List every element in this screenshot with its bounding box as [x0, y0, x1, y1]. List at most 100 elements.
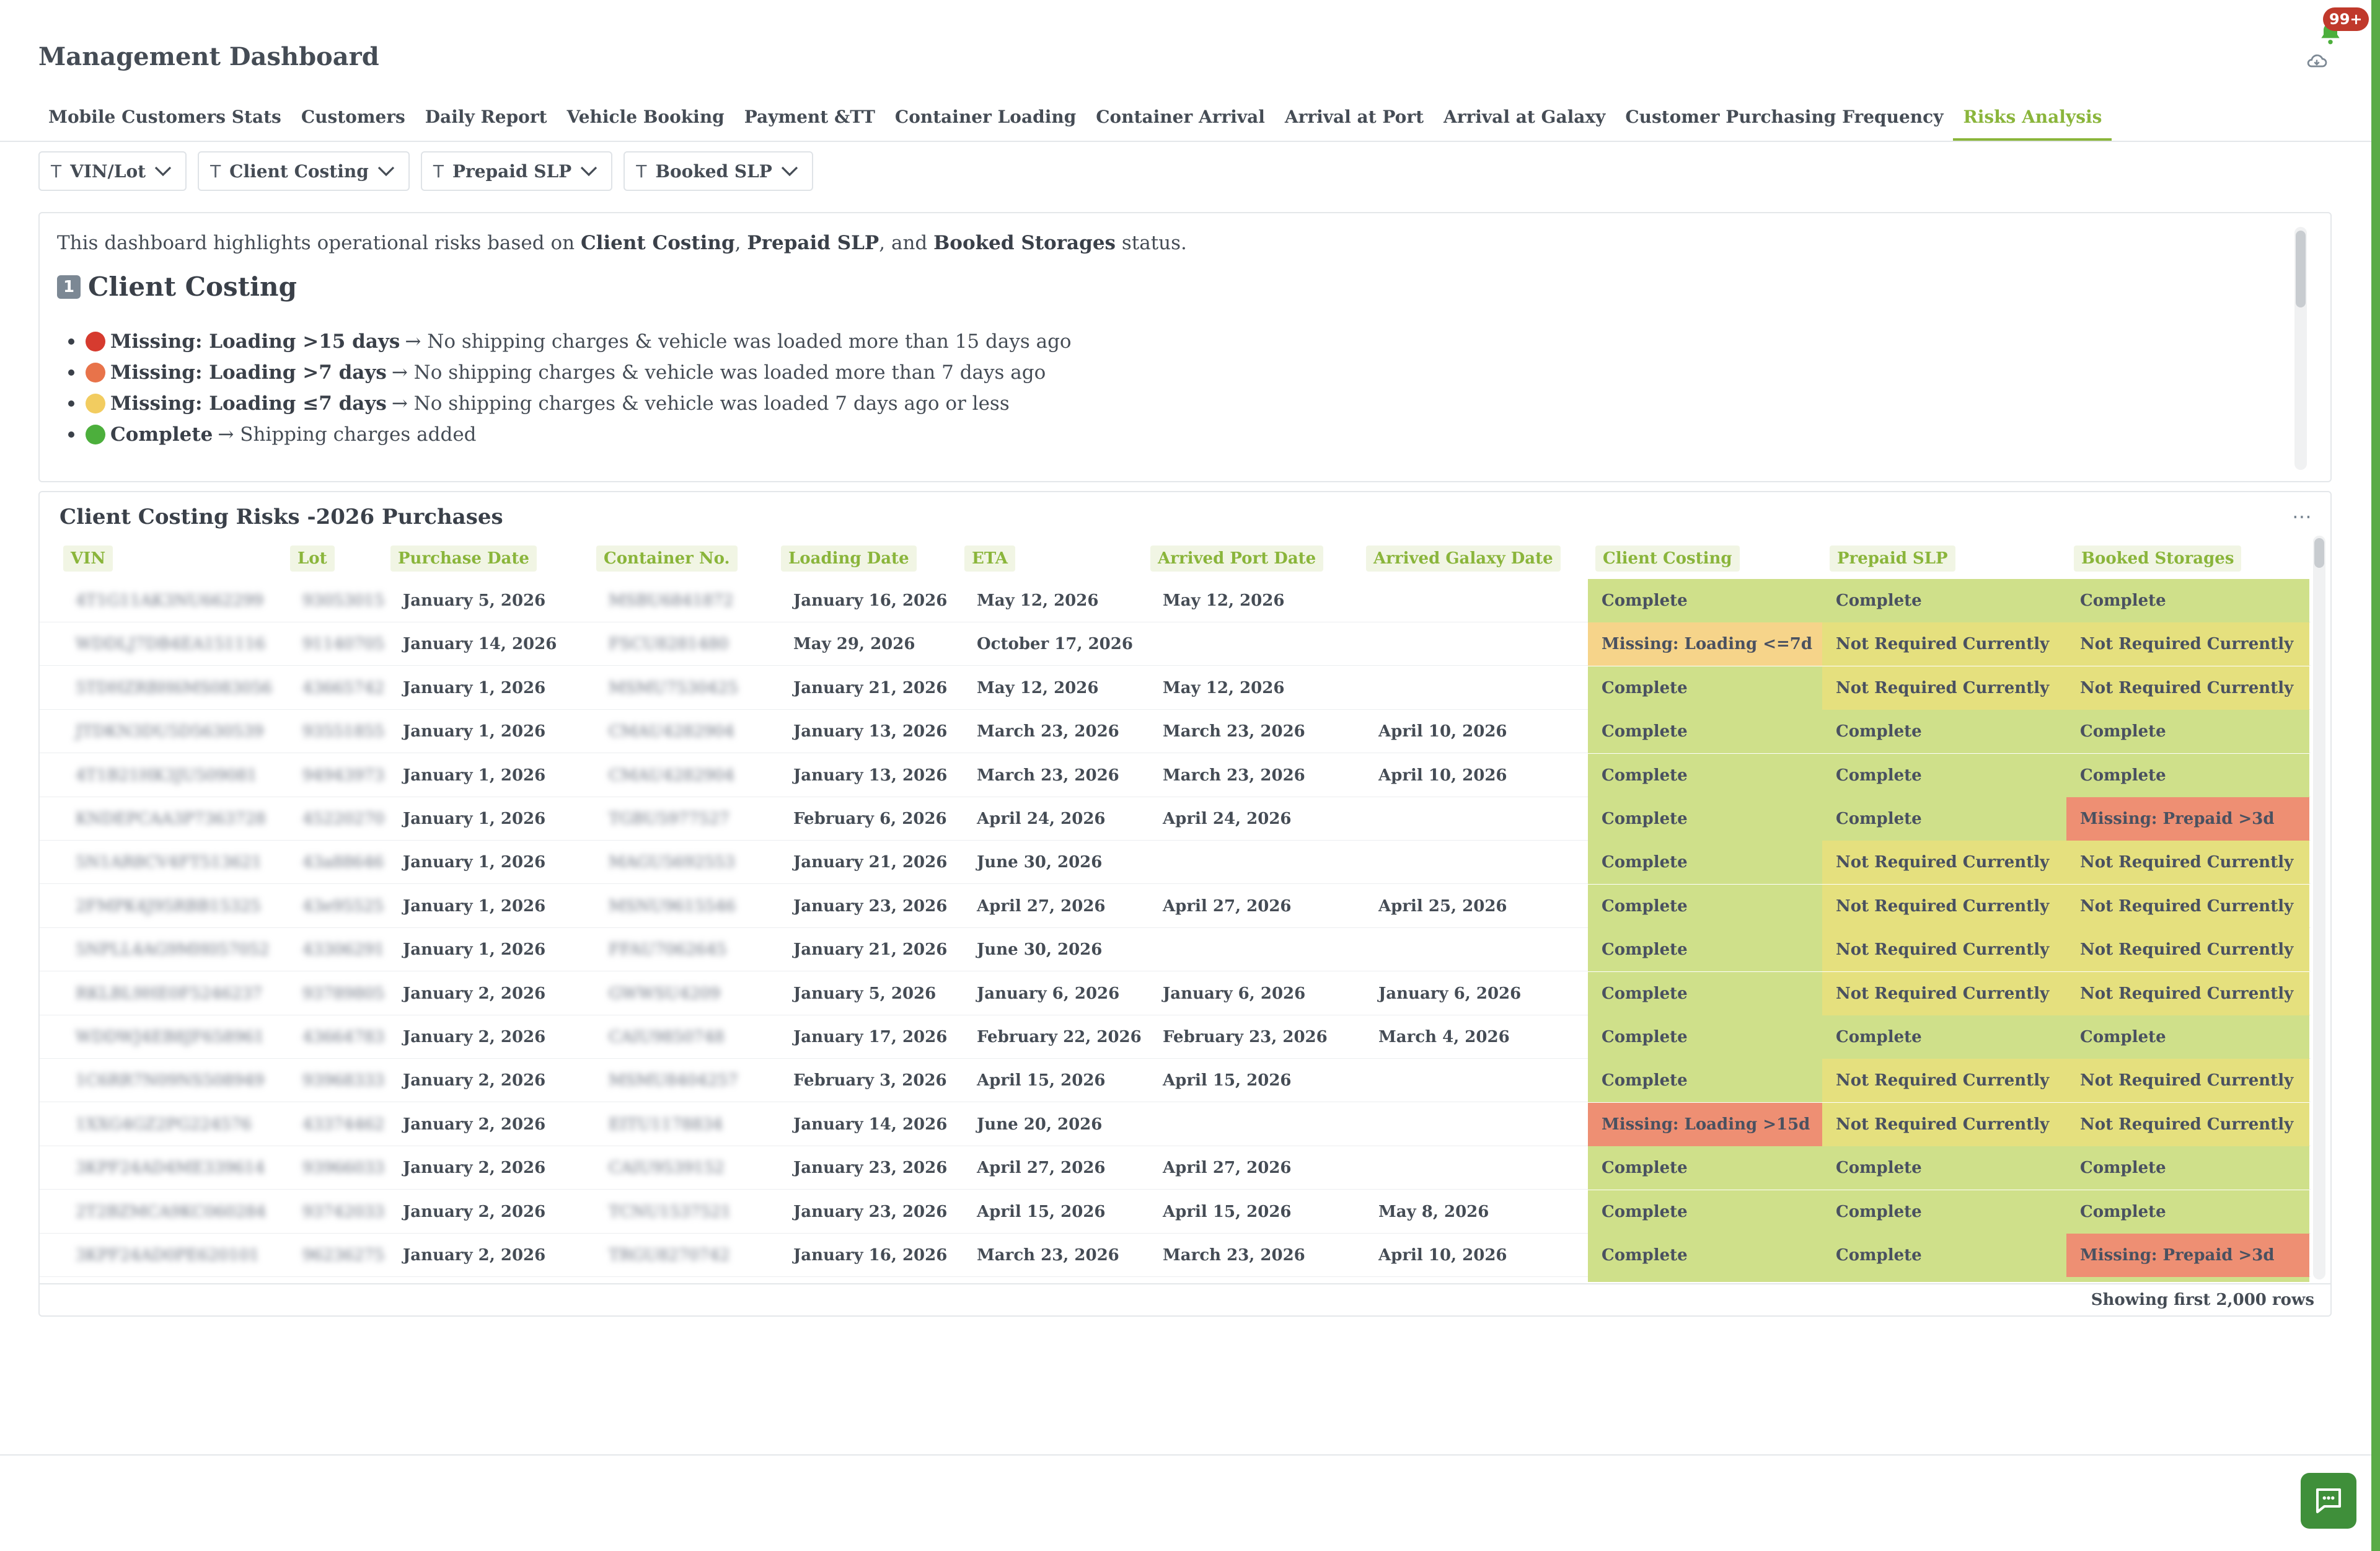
legend-description: → Shipping charges added	[218, 423, 477, 446]
tab-container-loading[interactable]: Container Loading	[894, 107, 1077, 127]
cell-purchase-date: January 5, 2026	[403, 591, 546, 610]
cell-arrived-port-date: May 12, 2026	[1163, 679, 1285, 697]
cell-arrived-galaxy-date: April 10, 2026	[1378, 1246, 1507, 1265]
filter-vin-lot[interactable]: T VIN/Lot	[38, 151, 187, 191]
column-header-prepaid-slp[interactable]: Prepaid SLP	[1830, 546, 1955, 572]
cell-eta: April 24, 2026	[977, 810, 1106, 828]
table-row[interactable]: RKLBL9HE0F5246237 93789805 January 2, 2026…	[40, 972, 2311, 1015]
cell-eta: April 15, 2026	[977, 1203, 1106, 1221]
table-row[interactable]: 3KPF24AD0PE620101 96236275 January 2, 2026…	[40, 1234, 2311, 1277]
table-row[interactable]: 3KPF24AD4ME339614 93966033 January 2, 2026…	[40, 1146, 2311, 1190]
cell-purchase-date: January 2, 2026	[403, 1071, 546, 1090]
status-cell-client-costing: Complete	[1588, 885, 1822, 928]
table-row[interactable]: JTDKN3DU5D5630539 93551855 January 1, 2026…	[40, 710, 2311, 753]
filter-booked-slp[interactable]: T Booked SLP	[624, 151, 813, 191]
status-cell-booked-storages: Complete	[2066, 710, 2309, 753]
status-cell-booked-storages: Complete	[2066, 754, 2309, 797]
table-row[interactable]: 2FMPK4J95RBB15325 43e95525 January 1, 2026…	[40, 885, 2311, 928]
column-header-booked-storages[interactable]: Booked Storages	[2074, 546, 2242, 572]
cell-loading-date: January 5, 2026	[793, 984, 937, 1003]
table-scroll-thumb[interactable]	[2314, 538, 2324, 568]
table-row[interactable]: 1C6RR7N09NS508949 93968333 January 2, 2026…	[40, 1059, 2311, 1102]
table-footer: Showing first 2,000 rows	[40, 1283, 2330, 1315]
status-cell-booked-storages: Not Required Currently	[2066, 622, 2309, 666]
tab-customers[interactable]: Customers	[301, 107, 405, 127]
table-row[interactable]: 4T1B21HK3JU509081 94943973 January 1, 2026…	[40, 754, 2311, 797]
filter-client-costing[interactable]: T Client Costing	[198, 151, 410, 191]
status-cell-booked-storages: Not Required Currently	[2066, 1103, 2309, 1146]
tab-arrival-at-port[interactable]: Arrival at Port	[1284, 107, 1424, 127]
panel-scroll-thumb[interactable]	[2296, 231, 2306, 307]
cell-arrived-galaxy-date: May 8, 2026	[1378, 1203, 1489, 1221]
column-header-container-no[interactable]: Container No.	[596, 546, 738, 572]
tab-container-arrival[interactable]: Container Arrival	[1096, 107, 1265, 127]
column-header-arrived-port-date[interactable]: Arrived Port Date	[1150, 546, 1324, 572]
tab-risks-analysis[interactable]: Risks Analysis	[1953, 102, 2112, 141]
cell-eta: January 6, 2026	[977, 984, 1120, 1003]
text-type-icon: T	[210, 161, 221, 182]
cell-lot: 93966033	[302, 1159, 385, 1177]
column-header-client-costing[interactable]: Client Costing	[1595, 546, 1740, 572]
table-row[interactable]: 5N1AR8CV4FT513621 43a88646 January 1, 2026…	[40, 841, 2311, 884]
panel-scrollbar[interactable]	[2294, 227, 2307, 470]
column-header-eta[interactable]: ETA	[964, 546, 1015, 572]
filter-prepaid-slp[interactable]: T Prepaid SLP	[420, 151, 613, 191]
table-row[interactable]: WDDLJ7DB4EA151116 91140705 January 14, 202…	[40, 622, 2311, 666]
cell-vin: 2T2BZMCA9KC060284	[76, 1203, 267, 1221]
cell-container-no: TGBU5977527	[609, 810, 729, 828]
table-scrollbar[interactable]	[2313, 536, 2325, 1279]
cell-loading-date: January 21, 2026	[793, 679, 948, 697]
notification-badge[interactable]: 99+	[2323, 7, 2369, 31]
filter-label: Prepaid SLP	[452, 161, 572, 182]
cell-lot: 93789805	[302, 984, 385, 1003]
table-row[interactable]: 5NPLL4AG9MH057052 43306291 January 1, 2026…	[40, 928, 2311, 971]
legend-label: Missing: Loading ≤7 days	[110, 392, 387, 415]
legend-description: → No shipping charges & vehicle was load…	[391, 361, 1046, 384]
chat-help-button[interactable]	[2301, 1473, 2356, 1529]
status-cell-prepaid-slp: Complete	[1822, 1190, 2066, 1234]
tab-payment-tt[interactable]: Payment &TT	[744, 107, 875, 127]
cell-container-no: MAGU5692553	[609, 853, 735, 872]
tab-vehicle-booking[interactable]: Vehicle Booking	[566, 107, 725, 127]
table-row[interactable]: KNDEPCAA3P7363728 45220270 January 1, 2026…	[40, 797, 2311, 841]
tab-daily-report[interactable]: Daily Report	[425, 107, 547, 127]
column-header-purchase-date[interactable]: Purchase Date	[390, 546, 537, 572]
column-header-lot[interactable]: Lot	[290, 546, 335, 572]
tab-mobile-customers-stats[interactable]: Mobile Customers Stats	[48, 107, 281, 127]
cell-loading-date: January 13, 2026	[793, 766, 948, 785]
legend-item: Missing: Loading ≤7 days → No shipping ch…	[68, 388, 1072, 419]
table-row[interactable]: 5TDHZRBH6MS083056 43665742 January 1, 2026…	[40, 666, 2311, 710]
cell-purchase-date: January 1, 2026	[403, 853, 546, 872]
table-row[interactable]: 4T1G11AK3NU662299 93053015 January 5, 2026…	[40, 579, 2311, 622]
cell-lot: 93551855	[302, 722, 385, 741]
tab-arrival-at-galaxy[interactable]: Arrival at Galaxy	[1443, 107, 1606, 127]
legend-label: Missing: Loading >15 days	[110, 330, 400, 353]
tab-customer-purchasing-frequency[interactable]: Customer Purchasing Frequency	[1625, 107, 1944, 127]
status-cell-booked-storages: Complete	[2066, 1015, 2309, 1059]
table-row[interactable]: 2T2BZMCA9KC060284 93742033 January 2, 2026…	[40, 1190, 2311, 1234]
status-circle-icon	[86, 363, 105, 382]
status-cell-prepaid-slp: Complete	[1822, 1234, 2066, 1277]
status-cell-booked-storages: Complete	[2066, 1146, 2309, 1190]
cell-vin: WDDWJ4EB8JF658961	[76, 1028, 265, 1046]
cell-loading-date: January 17, 2026	[793, 1028, 948, 1046]
text-type-icon: T	[433, 161, 444, 182]
status-cell-client-costing: Complete	[1588, 928, 1822, 971]
status-cell-booked-storages	[2066, 1277, 2309, 1282]
cell-vin: JTDKN3DU5D5630539	[76, 722, 264, 741]
column-header-vin[interactable]: VIN	[63, 546, 113, 572]
cloud-sync-icon[interactable]	[2306, 52, 2328, 69]
status-circle-icon	[86, 394, 105, 413]
cell-container-no: TCNU1537521	[609, 1203, 731, 1221]
cell-eta: April 27, 2026	[977, 1159, 1106, 1177]
cell-vin: 1C6RR7N09NS508949	[76, 1071, 265, 1090]
table-row[interactable]: 1XXG4GZ2PG224576 43374462 January 2, 2026 E…	[40, 1103, 2311, 1146]
column-header-arrived-galaxy-date[interactable]: Arrived Galaxy Date	[1366, 546, 1561, 572]
table-row-partial	[40, 1277, 2311, 1282]
cell-vin: 5N1AR8CV4FT513621	[76, 853, 262, 872]
more-options-icon[interactable]: ⋯	[2292, 505, 2312, 528]
cell-vin: 4T1G11AK3NU662299	[76, 591, 263, 610]
column-header-loading-date[interactable]: Loading Date	[781, 546, 917, 572]
cell-container-no: MSBU6841872	[609, 591, 734, 610]
table-row[interactable]: WDDWJ4EB8JF658961 43664783 January 2, 2026…	[40, 1015, 2311, 1059]
